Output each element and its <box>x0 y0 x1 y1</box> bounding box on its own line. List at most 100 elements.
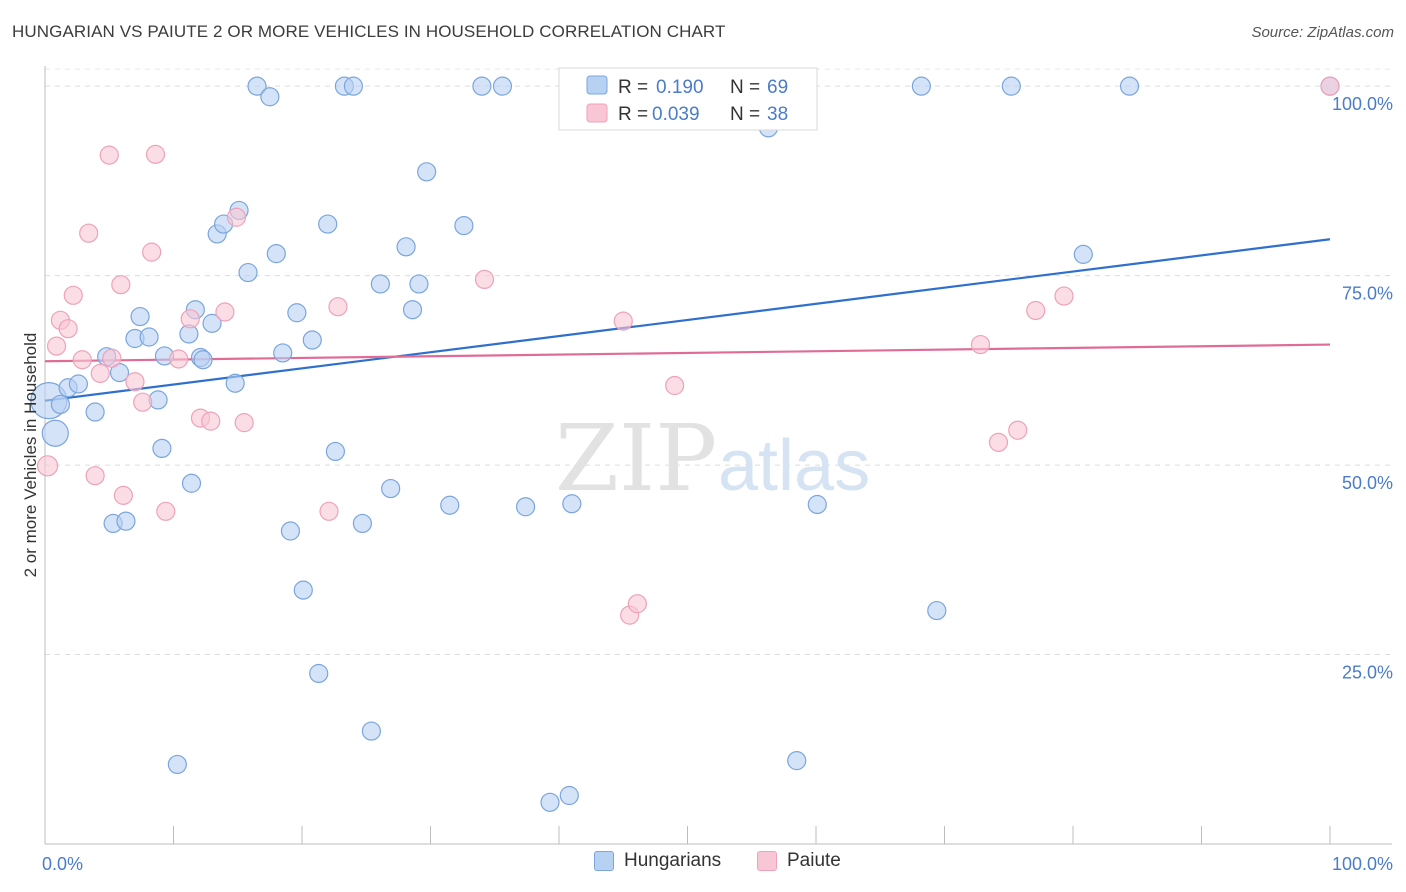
point-hungarians-58 <box>787 751 807 771</box>
point-hungarians-64 <box>1119 76 1140 96</box>
trend-line-paiute <box>44 343 1331 363</box>
bottom-legend-swatch-paiute <box>757 851 777 871</box>
point-paiute-3 <box>58 319 78 339</box>
point-paiute-11 <box>111 275 131 295</box>
data-points <box>30 76 1340 812</box>
point-paiute-15 <box>142 242 162 262</box>
point-hungarians-36 <box>309 663 329 684</box>
y-axis-label: 2 or more Vehicles in Household <box>21 333 40 578</box>
point-paiute-36 <box>1054 286 1074 306</box>
point-hungarians-51 <box>472 76 492 96</box>
point-hungarians-53 <box>515 497 536 517</box>
point-paiute-10 <box>102 348 122 368</box>
point-hungarians-56 <box>562 494 582 514</box>
legend-swatch-hungarians <box>586 75 608 95</box>
point-hungarians-47 <box>409 274 429 294</box>
legend-n-value-1: 69 <box>767 77 788 98</box>
point-hungarians-30 <box>266 244 286 264</box>
point-paiute-31 <box>665 375 685 396</box>
watermark: ZIP atlas <box>555 405 870 512</box>
x-tick-label-100: 100.0% <box>1332 854 1393 874</box>
point-hungarians-18 <box>181 473 202 493</box>
point-hungarians-31 <box>273 343 293 363</box>
bottom-legend-hungarians: Hungarians <box>594 850 721 872</box>
watermark-atlas: atlas <box>718 426 870 506</box>
point-paiute-8 <box>90 363 110 383</box>
legend-r-label-2: R = <box>618 104 648 125</box>
point-hungarians-38 <box>325 441 346 462</box>
point-hungarians-29 <box>260 87 280 107</box>
point-paiute-14 <box>133 392 153 412</box>
point-paiute-26 <box>328 297 348 317</box>
y-tick-label-25: 25.0% <box>1342 663 1393 683</box>
point-paiute-13 <box>125 372 145 392</box>
legend-n-label-1: N = <box>730 77 760 98</box>
y-tick-label-75: 75.0% <box>1342 284 1393 304</box>
point-hungarians-21 <box>193 350 213 370</box>
point-hungarians-12 <box>139 327 159 347</box>
point-hungarians-59 <box>807 494 827 515</box>
point-paiute-22 <box>215 302 235 322</box>
source-label: Source: ZipAtlas.com <box>1251 24 1394 41</box>
point-paiute-23 <box>226 207 247 227</box>
point-paiute-33 <box>988 432 1009 452</box>
point-paiute-32 <box>970 334 991 355</box>
point-hungarians-41 <box>352 513 372 534</box>
point-hungarians-63 <box>1073 244 1093 264</box>
point-hungarians-49 <box>440 495 460 515</box>
point-hungarians-32 <box>280 521 301 541</box>
point-hungarians-37 <box>318 214 338 234</box>
point-paiute-37 <box>1320 76 1340 96</box>
trend-line-hungarians <box>44 238 1331 402</box>
point-hungarians-16 <box>167 754 187 775</box>
bottom-legend-label-paiute: Paiute <box>787 850 841 871</box>
y-tick-label-50: 50.0% <box>1342 473 1393 493</box>
point-hungarians-14 <box>152 438 172 459</box>
x-tick-label-0: 0.0% <box>42 854 83 874</box>
point-paiute-16 <box>145 144 166 164</box>
point-hungarians-60 <box>911 76 931 96</box>
point-hungarians-44 <box>381 478 401 499</box>
point-paiute-7 <box>85 466 105 486</box>
chart-title: HUNGARIAN VS PAIUTE 2 OR MORE VEHICLES I… <box>12 22 726 41</box>
point-paiute-27 <box>474 269 495 290</box>
point-hungarians-42 <box>361 721 381 741</box>
bottom-legend: Hungarians Paiute <box>0 850 1406 880</box>
point-hungarians-46 <box>402 300 423 320</box>
grid-lines <box>45 68 1392 656</box>
legend-n-label-2: N = <box>730 104 760 125</box>
point-paiute-19 <box>180 309 200 329</box>
watermark-zip: ZIP <box>555 405 717 512</box>
point-hungarians-34 <box>293 580 313 600</box>
point-hungarians-35 <box>302 330 322 350</box>
point-hungarians-4 <box>68 374 89 394</box>
point-paiute-24 <box>234 413 254 433</box>
point-hungarians-1 <box>41 419 69 447</box>
legend-swatch-paiute <box>586 103 608 123</box>
point-hungarians-61 <box>927 600 947 621</box>
y-tick-labels: 25.0% 50.0% 75.0% 100.0% <box>1332 94 1393 682</box>
bottom-legend-paiute: Paiute <box>757 850 841 872</box>
x-tick-labels: 0.0% 100.0% <box>42 854 1393 874</box>
point-paiute-4 <box>63 285 83 305</box>
point-hungarians-55 <box>559 785 579 806</box>
point-hungarians-5 <box>85 402 105 422</box>
point-hungarians-40 <box>343 76 363 96</box>
point-paiute-30 <box>627 594 647 614</box>
point-paiute-5 <box>72 350 92 370</box>
point-paiute-35 <box>1026 300 1046 321</box>
point-paiute-12 <box>113 485 133 505</box>
legend-r-value-1: 0.190 <box>656 77 704 98</box>
point-hungarians-43 <box>370 274 390 294</box>
point-hungarians-11 <box>130 306 150 327</box>
axes <box>44 66 1392 845</box>
point-hungarians-50 <box>454 216 474 236</box>
legend-n-value-2: 38 <box>767 104 788 125</box>
point-hungarians-54 <box>540 792 560 812</box>
point-hungarians-2 <box>50 394 71 415</box>
point-hungarians-28 <box>247 76 267 96</box>
point-paiute-1 <box>46 336 67 356</box>
point-hungarians-45 <box>396 237 416 257</box>
point-paiute-6 <box>79 223 99 243</box>
